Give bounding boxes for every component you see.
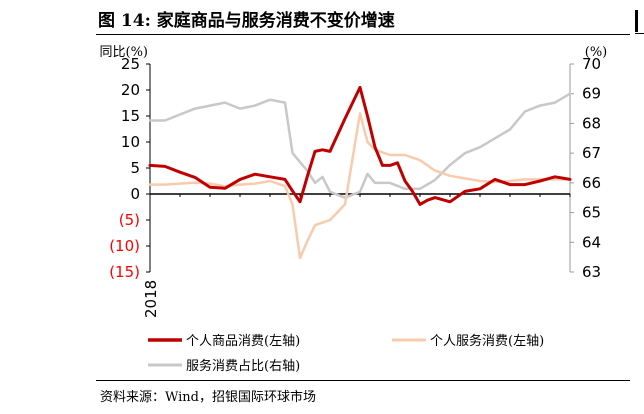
right-tick-label: 64 xyxy=(582,233,601,251)
adjacent-panel-edge xyxy=(631,6,644,34)
title-underline xyxy=(96,34,630,35)
series-group xyxy=(148,85,572,260)
right-tick-label: 69 xyxy=(582,85,601,103)
right-tick-label: 63 xyxy=(582,263,601,281)
chart-title: 图 14: 家庭商品与服务消费不变价增速 xyxy=(98,11,395,31)
series-line-0 xyxy=(148,85,572,206)
legend-label-1: 个人服务消费(左轴) xyxy=(430,333,544,349)
line-chart: 25 20 15 10 5 0 (5) (10) (15) 同比(%) 70 69 68 67 66 65 64… xyxy=(100,45,608,374)
left-axis-unit: 同比(%) xyxy=(100,45,149,60)
right-tick-label: 67 xyxy=(582,144,601,162)
series-line-1 xyxy=(148,112,572,260)
right-tick-label: 65 xyxy=(582,204,601,222)
left-tick-label: 10 xyxy=(121,133,140,151)
left-tick-label: (15) xyxy=(109,263,140,281)
legend-label-0: 个人商品消费(左轴) xyxy=(186,334,300,349)
left-tick-label: 20 xyxy=(121,81,140,99)
x-axis-year-label: 2018 xyxy=(142,280,160,318)
right-tick-label: 68 xyxy=(582,114,601,132)
left-tick-label: (5) xyxy=(119,211,140,229)
axes-group: 25 20 15 10 5 0 (5) (10) (15) 同比(%) 70 69 68 67 66 65 64… xyxy=(100,45,608,318)
legend-group: 个人商品消费(左轴) 个人服务消费(左轴) 服务消费占比(右轴) xyxy=(148,333,544,374)
right-tick-label: 70 xyxy=(582,55,601,73)
left-tick-label: 15 xyxy=(121,107,140,125)
right-tick-label: 66 xyxy=(582,174,601,192)
left-tick-label: 0 xyxy=(130,185,140,203)
left-tick-label: 25 xyxy=(121,55,140,73)
source-note: 资料来源：Wind，招银国际环球市场 xyxy=(100,390,316,405)
legend-label-2: 服务消费占比(右轴) xyxy=(186,358,300,374)
left-tick-label: (10) xyxy=(109,237,140,255)
footer-rule xyxy=(96,380,630,381)
left-tick-label: 5 xyxy=(130,159,140,177)
right-axis-unit: (%) xyxy=(585,45,608,60)
